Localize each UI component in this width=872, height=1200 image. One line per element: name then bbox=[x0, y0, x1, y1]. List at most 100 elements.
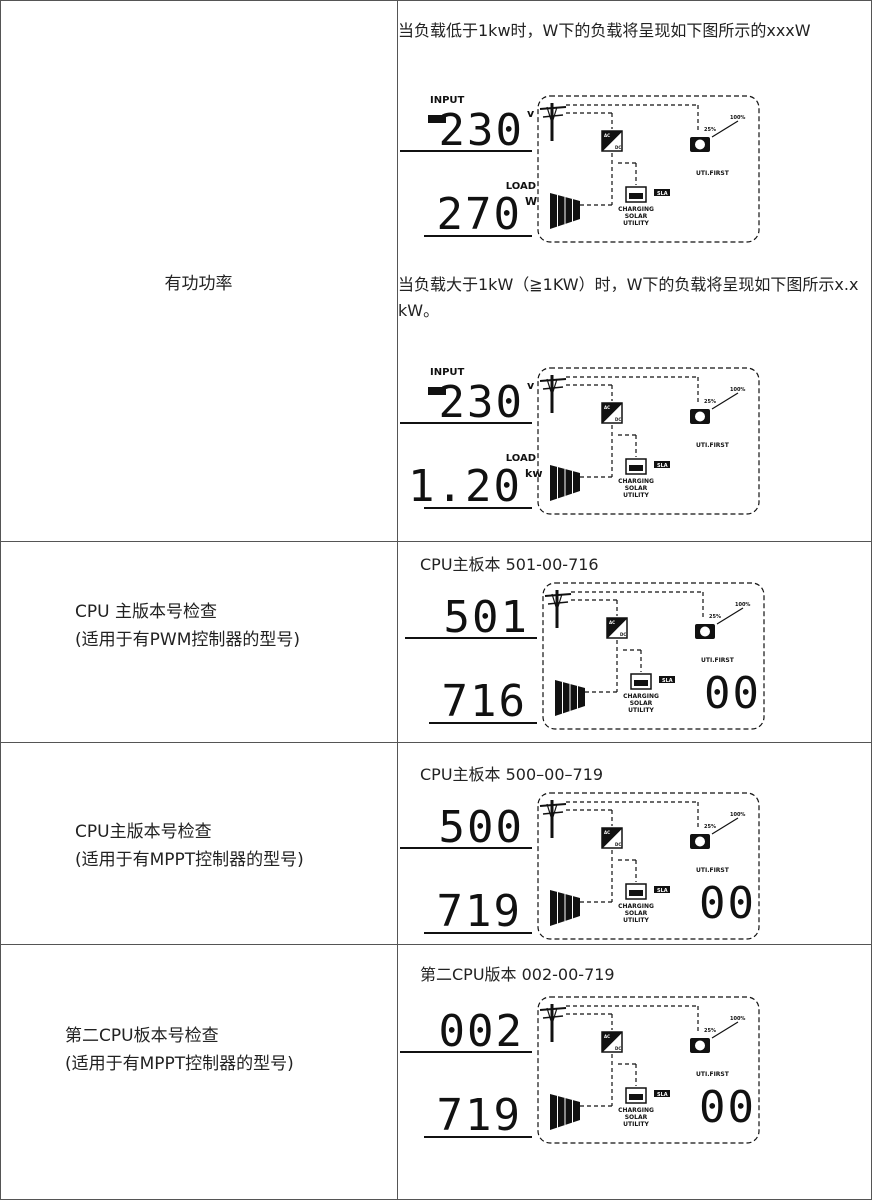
lcd-tiny: 25% bbox=[704, 127, 716, 133]
lcd-tiny: 25% bbox=[704, 1028, 716, 1034]
lcd-tiny: 100% bbox=[730, 115, 745, 121]
lcd-tiny: 100% bbox=[730, 1016, 745, 1022]
lcd-text: UTILITY bbox=[628, 707, 654, 714]
lcd-text: SOLAR bbox=[625, 910, 648, 917]
connector bbox=[539, 106, 567, 110]
lcd-text: UTILITY bbox=[623, 917, 649, 924]
lcd-text: CHARGING bbox=[623, 693, 659, 700]
connector bbox=[547, 601, 569, 605]
fan bbox=[695, 139, 705, 150]
battery-fill bbox=[629, 465, 643, 471]
connector bbox=[539, 1007, 567, 1011]
lcd-text: UTI.FIRST bbox=[696, 170, 730, 177]
column-divider bbox=[397, 0, 398, 1200]
fan bbox=[695, 411, 705, 422]
lcd-text: SOLAR bbox=[625, 1114, 648, 1121]
battery-type bbox=[654, 189, 670, 196]
inverter-shade bbox=[602, 403, 622, 423]
battery-type bbox=[654, 886, 670, 893]
lcd-tiny: AC bbox=[604, 405, 610, 410]
connector bbox=[546, 803, 553, 821]
lcd-display: INPUT 230 v LOAD 1.20 kw AC DC 25% 100% UTI.FIRST S… bbox=[400, 365, 762, 517]
lcd-text: UTI.FIRST bbox=[701, 657, 735, 664]
lcd-text: UTI.FIRST bbox=[696, 1071, 730, 1078]
lcd-tiny: DC bbox=[615, 842, 621, 847]
battery-fill bbox=[629, 193, 643, 199]
lcd-label: INPUT bbox=[430, 95, 465, 106]
inverter-shade bbox=[602, 131, 622, 151]
lcd-tiny: AC bbox=[609, 620, 615, 625]
inverter-shade bbox=[602, 828, 622, 848]
lcd-digits: 270 bbox=[437, 189, 522, 240]
lcd-digits: 00 bbox=[699, 1082, 756, 1133]
lcd-tiny: AC bbox=[604, 133, 610, 138]
row-label: 第二CPU板本号检查 bbox=[65, 1026, 219, 1046]
inverter-shade bbox=[602, 1032, 622, 1052]
lcd-unit: W bbox=[525, 195, 537, 208]
connector bbox=[551, 106, 558, 124]
lcd-label: LOAD bbox=[506, 181, 536, 192]
lcd-tiny: 25% bbox=[709, 614, 721, 620]
connector bbox=[716, 607, 744, 625]
connector bbox=[711, 1021, 739, 1039]
description: CPU主板本 501-00-716 bbox=[420, 555, 599, 574]
connector bbox=[542, 811, 564, 815]
lcd-tiny: SLA bbox=[657, 888, 668, 894]
row-divider bbox=[0, 944, 872, 945]
lcd-digits: 00 bbox=[699, 878, 756, 929]
lcd-unit: kw bbox=[525, 467, 542, 480]
lcd-text: SOLAR bbox=[625, 485, 648, 492]
inverter-shade bbox=[607, 618, 627, 638]
lcd-display: INPUT 230 v LOAD 270 W AC DC 25% 100% UTI.FIRST SLA… bbox=[400, 93, 762, 245]
lcd-digits: 719 bbox=[437, 886, 522, 937]
connector bbox=[711, 120, 739, 138]
lcd-text: CHARGING bbox=[618, 1107, 654, 1114]
battery-fill bbox=[629, 1094, 643, 1100]
connector bbox=[539, 803, 567, 807]
lcd-tiny: SLA bbox=[657, 463, 668, 469]
lcd-tiny: 100% bbox=[735, 602, 750, 608]
connector bbox=[542, 1015, 564, 1019]
lcd-label: LOAD bbox=[506, 453, 536, 464]
lcd-text: CHARGING bbox=[618, 903, 654, 910]
connector bbox=[711, 392, 739, 410]
lcd-label: INPUT bbox=[430, 367, 465, 378]
lcd-tiny: DC bbox=[620, 632, 626, 637]
row-label: CPU主版本号检查 bbox=[75, 822, 212, 842]
lcd-digits: 501 bbox=[444, 592, 529, 643]
lcd-text: UTILITY bbox=[623, 220, 649, 227]
lcd-text: SOLAR bbox=[630, 700, 653, 707]
lcd-digits: 1.20 bbox=[408, 461, 522, 512]
lcd-digits: 716 bbox=[442, 676, 527, 727]
description: 第二CPU版本 002-00-719 bbox=[420, 965, 615, 984]
lcd-svg: 500 719 AC DC 25% 100% UTI.FIRST SLA CHARGINGSOL… bbox=[400, 792, 760, 940]
description: 当负载大于1kW（≧1KW）时，W下的负载将呈现如下图所示x.x kW。 bbox=[398, 275, 859, 320]
lcd-tiny: DC bbox=[615, 1046, 621, 1051]
lcd-text: UTI.FIRST bbox=[696, 867, 730, 874]
connector bbox=[551, 1007, 558, 1025]
connector bbox=[556, 593, 563, 611]
lcd-digits: 00 bbox=[704, 668, 761, 719]
lcd-unit: v bbox=[527, 107, 535, 120]
battery-type bbox=[654, 1090, 670, 1097]
row-label: (适用于有MPPT控制器的型号) bbox=[65, 1054, 294, 1074]
row-label: (适用于有PWM控制器的型号) bbox=[75, 630, 300, 650]
lcd-digits: 002 bbox=[439, 1006, 524, 1057]
connector bbox=[546, 106, 553, 124]
description: 当负载低于1kw时，W下的负载将呈现如下图所示的xxxW bbox=[398, 21, 811, 40]
lcd-display: 002 719 AC DC 25% 100% UTI.FIRST SLA CHARGING SOL… bbox=[400, 994, 762, 1146]
lcd-digits: 230 bbox=[439, 105, 524, 156]
lcd-display: 500 719 AC DC 25% 100% UTI.FIRST SLA CHARGING SOL… bbox=[400, 790, 762, 942]
border-top bbox=[0, 0, 872, 1]
lcd-tiny: SLA bbox=[657, 191, 668, 197]
lcd-unit: v bbox=[527, 379, 535, 392]
indicator bbox=[428, 387, 446, 395]
battery-type bbox=[659, 676, 675, 683]
lcd-digits: 230 bbox=[439, 377, 524, 428]
connector bbox=[551, 378, 558, 396]
indicator bbox=[428, 115, 446, 123]
description: CPU主板本 500–00–719 bbox=[420, 765, 604, 784]
lcd-svg: 501 716 AC DC 25% 100% UTI.FIRST SLA CHARGINGSOL… bbox=[405, 582, 765, 730]
